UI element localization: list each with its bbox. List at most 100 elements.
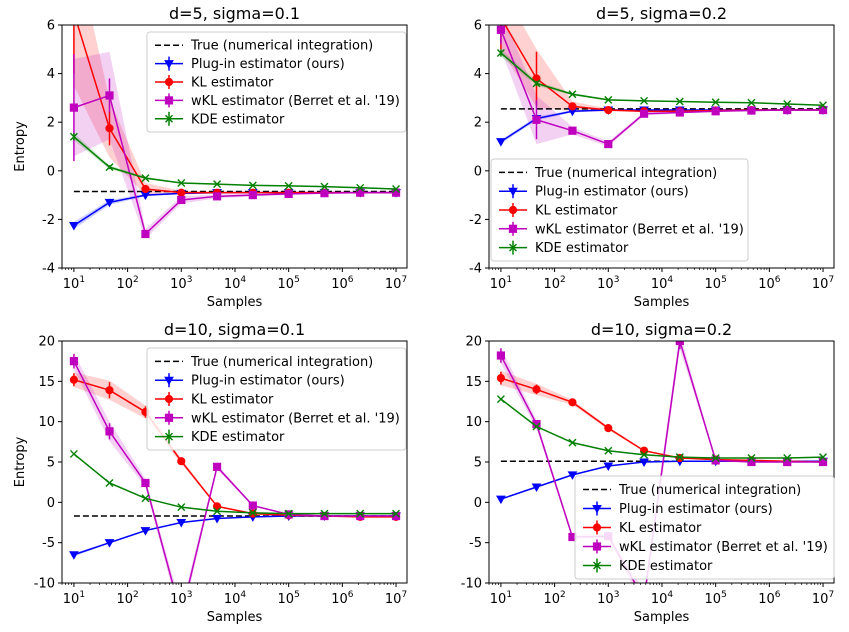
legend-true-label: True (numerical integration) [618,483,801,498]
x-axis-label: Samples [207,610,263,625]
legend-kde-label: KDE estimator [535,241,629,256]
plugin-data-point [212,514,222,524]
wkl-data-point [711,456,720,465]
kde-data-point [320,509,329,518]
kde-data-point [105,478,114,487]
wkl-data-point [783,457,792,467]
kde-data-point [747,98,756,107]
x-axis-label: Samples [634,295,690,310]
plugin-confidence-band [73,515,397,557]
kl-data-point [568,102,577,111]
y-tick-label: -5 [469,536,482,551]
plugin-data-point [639,458,649,468]
kde-data-point [356,509,365,518]
y-tick-label: 6 [474,19,482,34]
x-tick-label: 106 [331,275,354,292]
y-tick-label: -2 [469,213,482,228]
kl-data-point [141,184,150,194]
kl-data-point [105,124,114,133]
wkl-series-line [500,29,824,145]
y-tick-label: -10 [461,577,482,592]
x-tick-label: 102 [116,275,138,292]
kde-data-point [213,180,222,189]
wkl-data-point [711,107,720,116]
kde-data-point [747,453,756,462]
wkl-data-point [391,511,401,521]
legend-kl-marker [164,77,174,87]
y-axis-label: Entropy [13,436,28,487]
kde-data-point [640,96,649,105]
y-tick-label: 15 [465,375,482,390]
kde-data-point [213,507,222,516]
legend-kl-label: KL estimator [619,521,702,536]
kde-data-point [783,453,792,462]
x-tick-label: 102 [543,275,565,292]
kde-data-point [69,132,78,141]
kde-data-point [819,101,828,110]
kde-data-point [675,453,684,462]
legend-wkl-label: wKL estimator (Berret et al. '19) [191,411,400,426]
x-tick-label: 104 [224,590,247,607]
legend-plugin-marker [508,187,518,197]
wkl-data-point [178,612,185,619]
axes-frame [61,340,408,584]
legend-kde-marker [165,432,173,441]
wkl-data-point [69,357,79,366]
legend-plugin-label: Plug-in estimator (ours) [191,374,345,389]
chart-panel-1: d=5, sigma=0.1 Samples Entropy -4 -2 0 2 4 6 101 1… [13,4,408,310]
x-tick-label: 105 [705,590,727,607]
legend-kl-label: KL estimator [191,393,274,408]
x-tick-label: 106 [331,590,354,607]
legend-kl-label: KL estimator [191,76,274,91]
kl-data-point [69,375,79,384]
wkl-data-point [69,103,79,112]
kde-data-point [640,450,649,459]
kde-data-point [392,185,401,194]
x-tick-label: 106 [758,590,781,607]
kde-confidence-band [500,398,824,459]
wkl-data-point [675,341,684,346]
legend-kde-marker [165,114,173,123]
kde-data-point [320,182,329,191]
y-tick-label: 4 [47,67,55,82]
y-tick-label: -5 [42,536,55,551]
legend-true-label: True (numerical integration) [534,166,717,181]
y-tick-label: 10 [465,415,482,430]
wkl-data-point [248,191,257,200]
wkl-data-point [783,105,792,115]
plugin-data-point [603,462,614,472]
y-tick-label: 0 [47,164,55,179]
y-tick-label: 2 [474,116,482,131]
legend-box [146,31,407,133]
wkl-data-point [212,192,222,201]
plugin-series-line [73,515,397,556]
wkl-series-line [73,94,397,236]
kl-data-point [639,446,649,455]
chart-panel-2: d=5, sigma=0.2 Samples -4 -2 0 2 4 6 101 102 103 10… [469,4,835,310]
wkl-data-point [105,91,114,100]
wkl-data-point [640,596,647,603]
kl-confidence-band [500,370,824,463]
y-tick-label: 10 [38,415,55,430]
x-tick-label: 101 [490,275,512,292]
wkl-data-point [496,351,506,360]
kl-data-point [497,14,504,21]
x-tick-label: 103 [597,590,619,607]
kde-data-point [604,446,613,455]
plugin-data-point [69,221,79,231]
y-axis-label: Entropy [13,121,28,172]
plugin-confidence-band [73,192,397,230]
y-tick-label: 5 [474,456,482,471]
wkl-data-point [248,501,257,510]
kde-data-point [496,395,505,404]
kde-data-point [819,453,828,462]
legend-kde-marker [509,243,517,252]
y-tick-label: 5 [47,456,55,471]
kde-data-point [105,163,114,172]
legend-plugin-label: Plug-in estimator (ours) [535,185,689,200]
plugin-data-point [176,519,187,528]
kl-data-point [496,374,506,383]
plugin-data-point [69,551,79,560]
kde-data-point [711,98,720,107]
